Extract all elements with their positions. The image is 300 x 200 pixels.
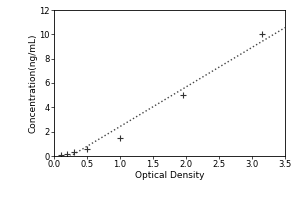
Y-axis label: Concentration(ng/mL): Concentration(ng/mL) (29, 33, 38, 133)
X-axis label: Optical Density: Optical Density (135, 171, 204, 180)
